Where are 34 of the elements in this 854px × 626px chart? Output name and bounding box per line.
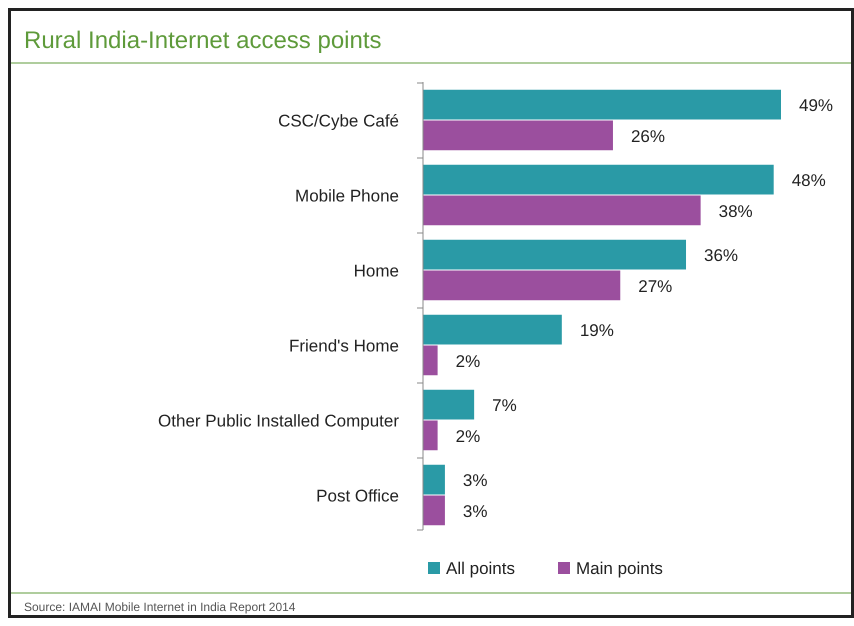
text: Rural India-Internet access points [24, 27, 382, 54]
bar [423, 464, 445, 494]
y-tick-label: Friend's Home [288, 336, 399, 356]
data-label: 38% [718, 202, 753, 221]
data-label: 7% [492, 396, 517, 416]
bar [423, 90, 781, 120]
source-note: Source: IAMAI Mobile Internet in India Report 2014 [24, 600, 296, 614]
y-tick-label: Other Public Installed Computer [158, 412, 400, 430]
bar [423, 390, 474, 420]
bar [423, 164, 774, 194]
bar [423, 240, 686, 270]
data-label: 3% [462, 502, 488, 521]
data-label: 49% [799, 96, 834, 116]
bar [423, 346, 438, 376]
y-tick-label: Mobile Phone [295, 186, 399, 206]
data-label: 3% [462, 471, 488, 490]
data-label: 27% [638, 276, 672, 296]
bar [423, 120, 613, 150]
legend-label: Main points [576, 559, 663, 578]
data-label: 19% [580, 321, 614, 340]
data-label: 2% [456, 352, 480, 371]
bar [423, 196, 701, 226]
y-tick-label: CSC/Cybe Café [278, 112, 399, 130]
data-label: 36% [704, 246, 738, 266]
bar [423, 496, 445, 526]
y-tick-label: Home [354, 262, 399, 280]
data-label: 2% [456, 426, 480, 446]
y-tick-label: Post Office [316, 486, 399, 506]
bar [423, 314, 562, 344]
data-label: 48% [792, 171, 826, 190]
bar [423, 420, 438, 450]
bar [423, 270, 620, 300]
legend-label: All points [446, 559, 515, 578]
data-label: 26% [630, 126, 665, 146]
